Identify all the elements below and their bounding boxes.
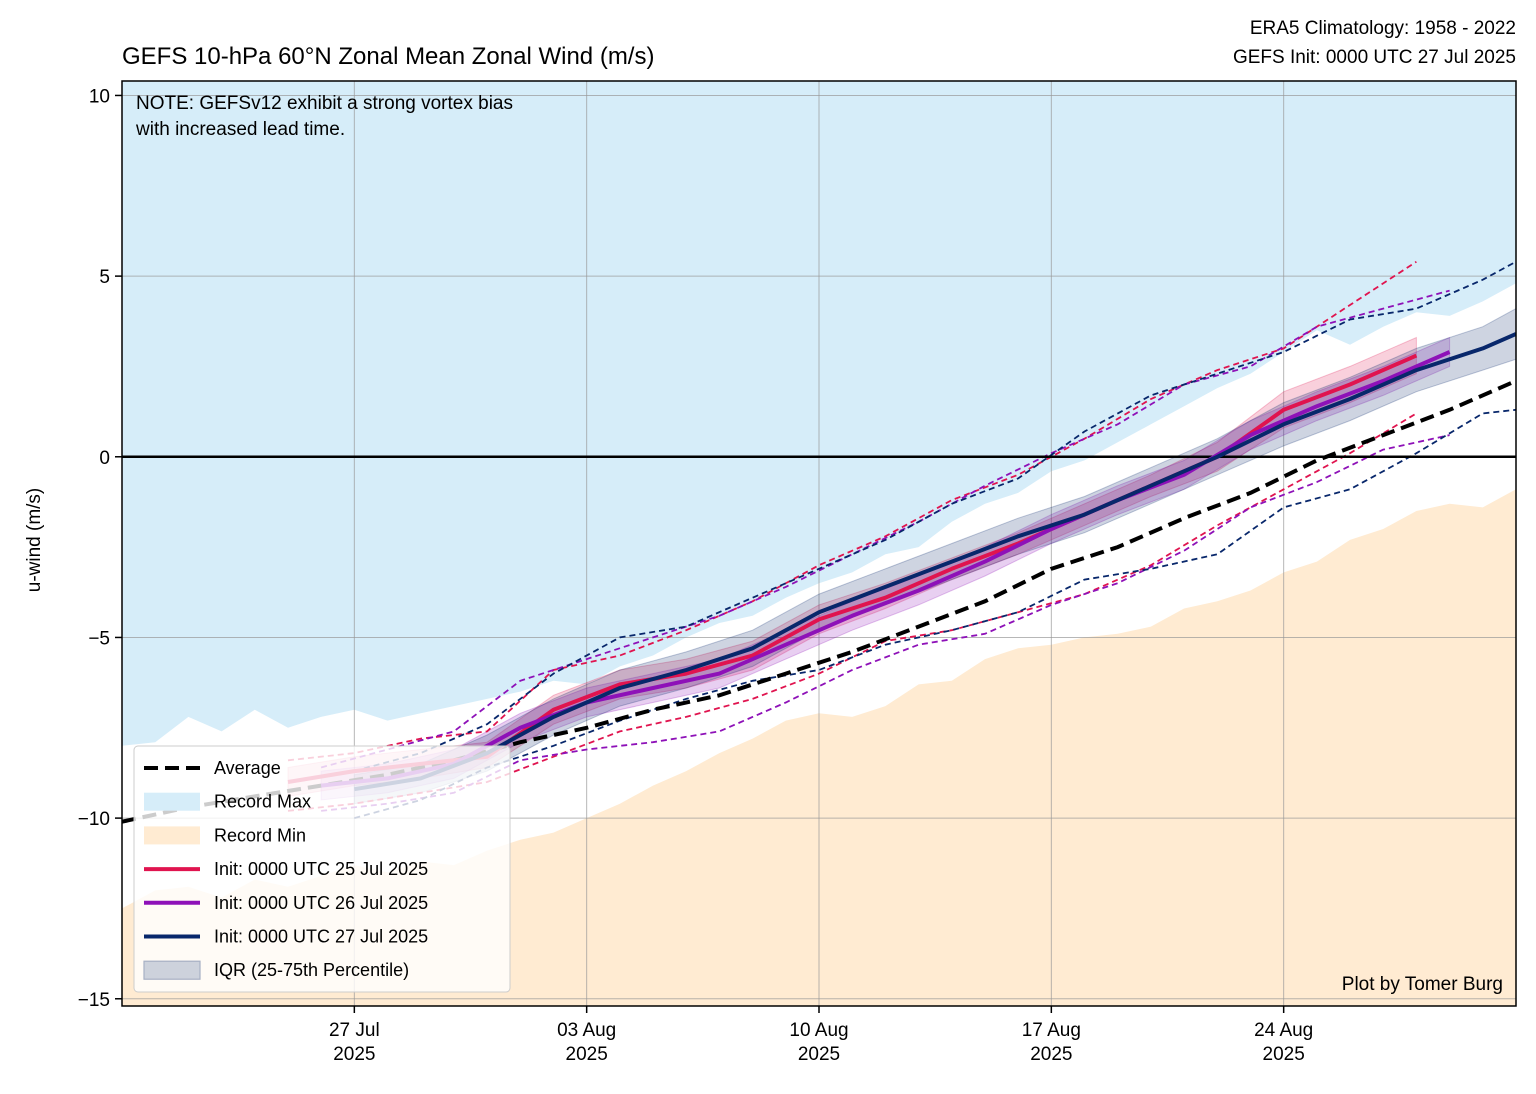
legend-swatch-record_min <box>144 826 200 845</box>
x-tick-year: 2025 <box>798 1044 840 1065</box>
x-tick-label: 27 Jul <box>329 1020 380 1041</box>
y-tick-label: 0 <box>99 448 110 469</box>
legend-label: Average <box>214 758 281 778</box>
legend-label: IQR (25-75th Percentile) <box>214 960 409 980</box>
upper-member-init_25 <box>287 260 1417 762</box>
mean-line-init_27 <box>353 332 1516 792</box>
legend: Average Record Max Record Min Init: 0000 UT… <box>133 745 511 993</box>
iqr-band-init_25 <box>287 336 1417 797</box>
x-tick-label: 10 Aug <box>789 1020 848 1041</box>
upper-member-init_27 <box>354 260 1516 772</box>
legend-box <box>133 745 511 993</box>
chart-title: GEFS 10-hPa 60°N Zonal Mean Zonal Wind (… <box>122 43 654 70</box>
axes: 10 5 0 −5 −10 −15 27 Jul 2025 03 Aug 2025 10 Aug 20… <box>78 80 1517 1065</box>
legend-label: Record Min <box>214 825 306 845</box>
credit-text: Plot by Tomer Burg <box>1342 974 1503 995</box>
gefs-init-info: GEFS Init: 0000 UTC 27 Jul 2025 <box>1233 47 1516 68</box>
legend-label: Init: 0000 UTC 26 Jul 2025 <box>214 893 428 913</box>
mean-line-init_26 <box>320 350 1451 788</box>
x-tick-label: 24 Aug <box>1254 1020 1313 1041</box>
climatology-info: ERA5 Climatology: 1958 - 2022 <box>1250 18 1516 39</box>
legend-swatch-record_max <box>144 792 200 811</box>
lower-member-init_27 <box>354 408 1516 819</box>
x-tick-year: 2025 <box>1263 1044 1305 1065</box>
x-tick-label: 03 Aug <box>557 1020 616 1041</box>
legend-label: Init: 0000 UTC 27 Jul 2025 <box>214 927 428 947</box>
legend-swatch-iqr <box>143 960 201 980</box>
x-tick-year: 2025 <box>1030 1044 1072 1065</box>
legend-label: Init: 0000 UTC 25 Jul 2025 <box>214 859 428 879</box>
y-axis-label: u-wind (m/s) <box>24 488 45 593</box>
legend-label: Record Max <box>214 792 311 812</box>
y-tick-label: −5 <box>88 628 110 649</box>
y-tick-label: −10 <box>78 809 110 830</box>
y-tick-label: −15 <box>78 990 110 1011</box>
x-tick-year: 2025 <box>333 1044 375 1065</box>
x-tick-year: 2025 <box>566 1044 608 1065</box>
y-tick-label: 5 <box>99 267 110 288</box>
y-tick-label: 10 <box>89 86 110 107</box>
note-line-1: NOTE: GEFSv12 exhibit a strong vortex bi… <box>136 93 513 114</box>
x-tick-label: 17 Aug <box>1022 1020 1081 1041</box>
note-line-2: with increased lead time. <box>135 119 345 140</box>
